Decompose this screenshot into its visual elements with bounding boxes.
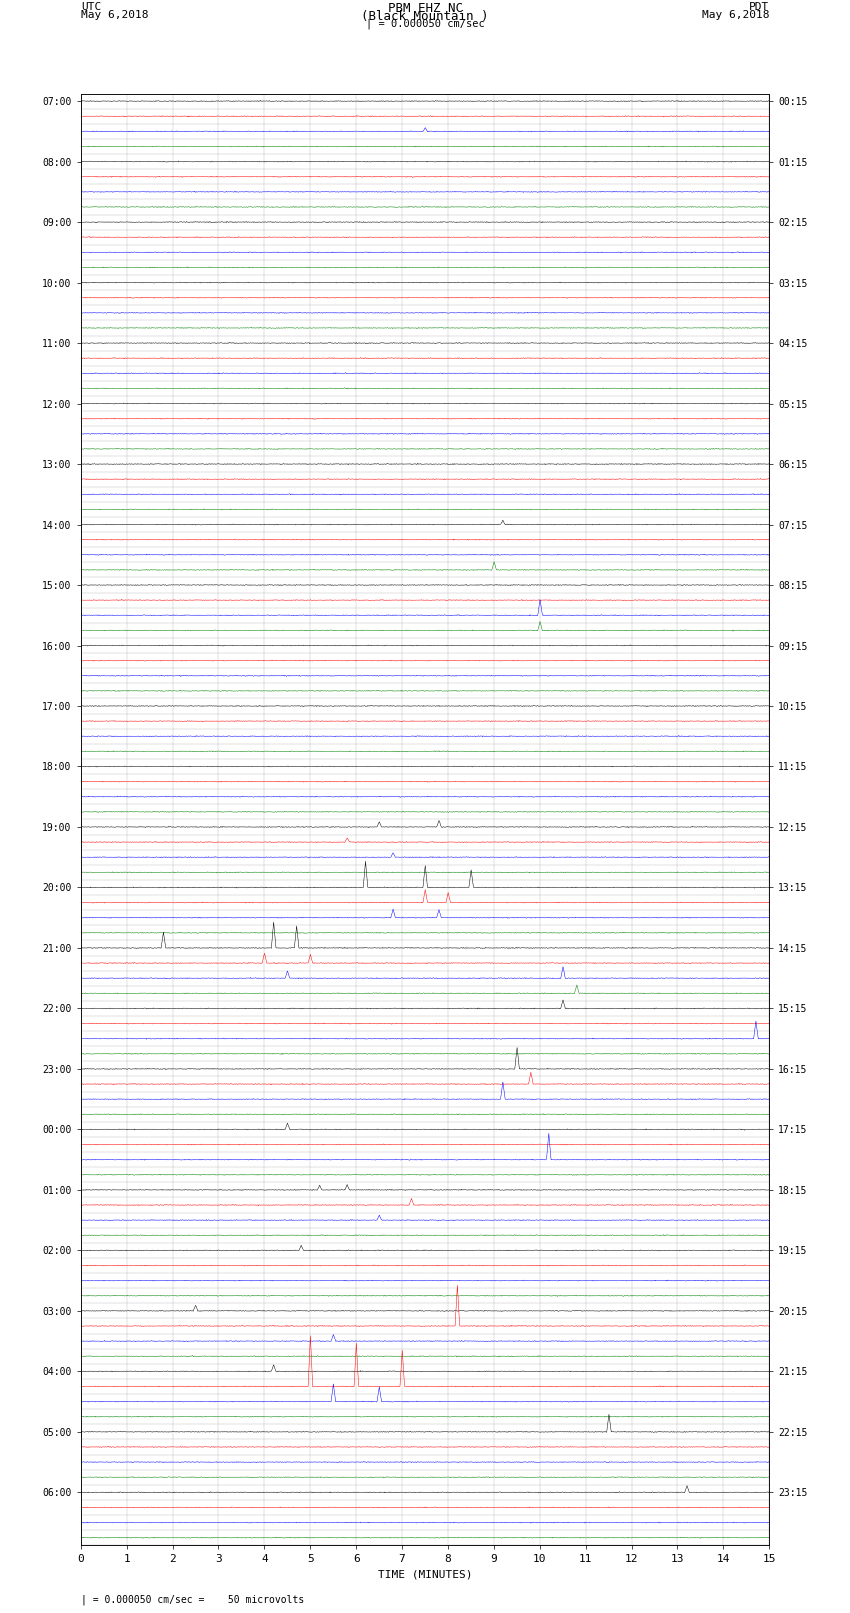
Text: (Black Mountain ): (Black Mountain ) [361,11,489,24]
Text: PDT: PDT [749,3,769,13]
Text: | = 0.000050 cm/sec =    50 microvolts: | = 0.000050 cm/sec = 50 microvolts [81,1594,304,1605]
Text: UTC: UTC [81,3,101,13]
Text: May 6,2018: May 6,2018 [702,11,769,21]
Text: PBM EHZ NC: PBM EHZ NC [388,3,462,16]
Text: May 6,2018: May 6,2018 [81,11,148,21]
Text: | = 0.000050 cm/sec: | = 0.000050 cm/sec [366,18,484,29]
X-axis label: TIME (MINUTES): TIME (MINUTES) [377,1569,473,1579]
